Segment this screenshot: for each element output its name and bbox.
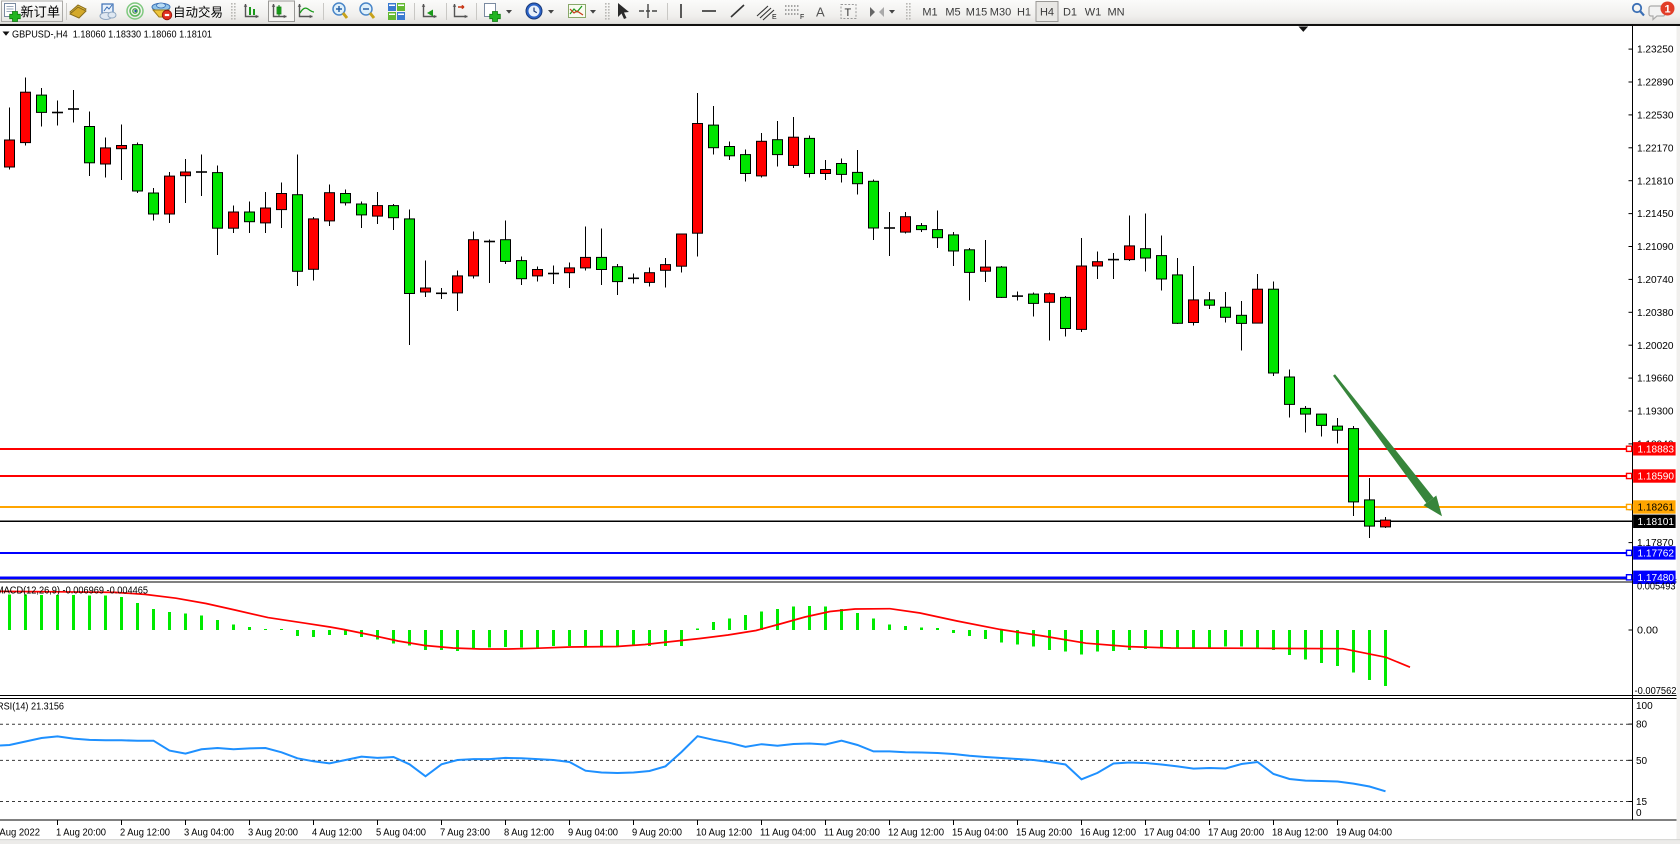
svg-text:1.18590: 1.18590 (1638, 472, 1675, 483)
svg-text:M5: M5 (945, 7, 960, 19)
svg-text:1.17870: 1.17870 (1637, 538, 1674, 549)
svg-text:E: E (772, 14, 777, 21)
svg-text:H1: H1 (1017, 7, 1031, 19)
svg-text:新订单: 新订单 (21, 5, 61, 20)
svg-text:3 Aug 20:00: 3 Aug 20:00 (248, 828, 298, 839)
svg-text:10 Aug 12:00: 10 Aug 12:00 (696, 828, 752, 839)
svg-text:M1: M1 (922, 7, 937, 19)
svg-text:80: 80 (1636, 720, 1648, 731)
svg-text:1.21090: 1.21090 (1637, 242, 1674, 253)
svg-text:-0.007562: -0.007562 (1635, 686, 1677, 697)
svg-text:0.005493: 0.005493 (1637, 582, 1676, 593)
svg-text:1.20380: 1.20380 (1637, 308, 1674, 319)
svg-text:1.22890: 1.22890 (1637, 78, 1674, 89)
svg-text:1.19300: 1.19300 (1637, 407, 1674, 418)
svg-text:GBPUSD-,H4 1.18060 1.18330 1.: GBPUSD-,H4 1.18060 1.18330 1.18060 1.181… (12, 29, 212, 41)
svg-text:M15: M15 (966, 7, 987, 19)
svg-text:1.23250: 1.23250 (1637, 45, 1674, 56)
svg-text:1.20020: 1.20020 (1637, 341, 1674, 352)
svg-text:1: 1 (1664, 4, 1670, 16)
svg-text:8 Aug 12:00: 8 Aug 12:00 (504, 828, 554, 839)
svg-text:3 Aug 04:00: 3 Aug 04:00 (184, 828, 234, 839)
svg-text:A: A (816, 5, 825, 20)
svg-text:7 Aug 23:00: 7 Aug 23:00 (440, 828, 490, 839)
svg-text:19 Aug 04:00: 19 Aug 04:00 (1336, 828, 1392, 839)
svg-text:1.22170: 1.22170 (1637, 143, 1674, 154)
svg-text:0: 0 (1636, 808, 1642, 819)
svg-text:18 Aug 12:00: 18 Aug 12:00 (1272, 828, 1328, 839)
svg-text:1.18883: 1.18883 (1638, 444, 1675, 455)
svg-text:11 Aug 20:00: 11 Aug 20:00 (824, 828, 880, 839)
svg-text:9 Aug 20:00: 9 Aug 20:00 (632, 828, 682, 839)
svg-text:4 Aug 12:00: 4 Aug 12:00 (312, 828, 362, 839)
svg-text:15 Aug 04:00: 15 Aug 04:00 (952, 828, 1008, 839)
svg-text:T: T (845, 7, 852, 19)
svg-text:1.19660: 1.19660 (1637, 374, 1674, 385)
svg-text:9 Aug 04:00: 9 Aug 04:00 (568, 828, 618, 839)
svg-text:W1: W1 (1085, 7, 1102, 19)
svg-text:H4: H4 (1040, 7, 1054, 19)
svg-text:15 Aug 20:00: 15 Aug 20:00 (1016, 828, 1072, 839)
svg-text:15: 15 (1636, 797, 1648, 808)
svg-text:自动交易: 自动交易 (173, 5, 223, 20)
svg-text:1 Aug 20:00: 1 Aug 20:00 (56, 828, 106, 839)
svg-text:MN: MN (1107, 7, 1124, 19)
svg-text:1.18261: 1.18261 (1638, 503, 1675, 514)
svg-text:D1: D1 (1063, 7, 1077, 19)
svg-text:RSI(14) 21.3156: RSI(14) 21.3156 (0, 701, 64, 712)
svg-text:1.20740: 1.20740 (1637, 275, 1674, 286)
svg-text:MACD(12,26,9) -0.006969 -0.004: MACD(12,26,9) -0.006969 -0.004465 (0, 585, 148, 596)
svg-text:1.17480: 1.17480 (1638, 573, 1675, 584)
svg-text:17 Aug 04:00: 17 Aug 04:00 (1144, 828, 1200, 839)
svg-text:100: 100 (1636, 701, 1653, 712)
svg-text:50: 50 (1636, 756, 1648, 767)
svg-text:F: F (800, 14, 804, 21)
svg-text:2 Aug 12:00: 2 Aug 12:00 (120, 828, 170, 839)
svg-text:0.00: 0.00 (1637, 626, 1658, 637)
svg-text:5 Aug 04:00: 5 Aug 04:00 (376, 828, 426, 839)
svg-text:1.18101: 1.18101 (1638, 517, 1675, 528)
svg-text:16 Aug 12:00: 16 Aug 12:00 (1080, 828, 1136, 839)
svg-text:17 Aug 20:00: 17 Aug 20:00 (1208, 828, 1264, 839)
svg-text:11 Aug 04:00: 11 Aug 04:00 (760, 828, 816, 839)
svg-text:1.22530: 1.22530 (1637, 111, 1674, 122)
svg-text:12 Aug 12:00: 12 Aug 12:00 (888, 828, 944, 839)
svg-text:1.21810: 1.21810 (1637, 176, 1674, 187)
svg-text:1.17762: 1.17762 (1638, 549, 1675, 560)
svg-text:1 Aug 2022: 1 Aug 2022 (0, 828, 40, 839)
svg-text:M30: M30 (990, 7, 1011, 19)
svg-text:1.21450: 1.21450 (1637, 209, 1674, 220)
